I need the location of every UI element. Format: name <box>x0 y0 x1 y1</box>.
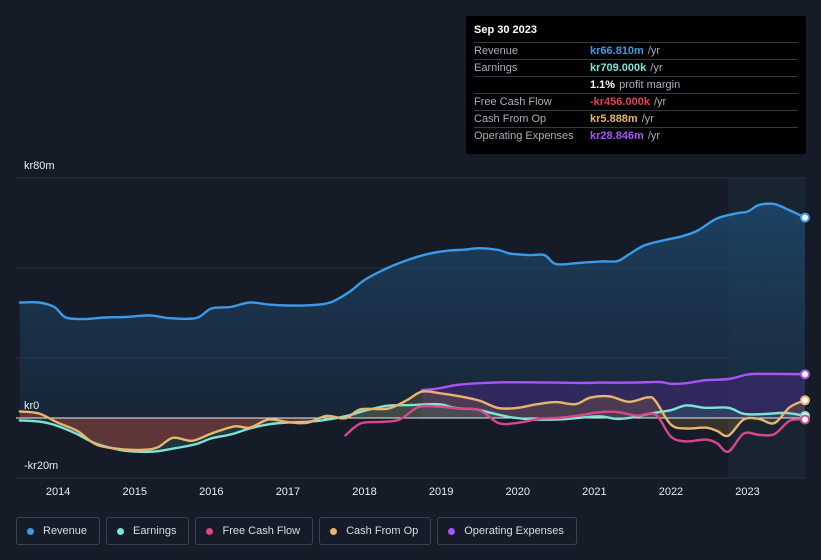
tooltip-row: Earnings kr709.000k/yr <box>474 59 798 76</box>
tooltip-date: Sep 30 2023 <box>474 24 537 36</box>
tooltip-row: Free Cash Flow -kr456.000k/yr <box>474 93 798 110</box>
legend-dot-icon <box>206 527 214 535</box>
tooltip-row-value: -kr456.000k <box>590 96 650 108</box>
series-end-markers <box>800 212 810 425</box>
tooltip-row-unit: /yr <box>647 45 661 57</box>
x-tick-label: 2019 <box>429 486 453 498</box>
end-marker-free-cash-flow <box>800 414 810 425</box>
end-marker-revenue <box>800 212 810 223</box>
tooltip-row-unit: /yr <box>653 96 667 108</box>
legend-label: Free Cash Flow <box>222 525 301 537</box>
legend-dot-icon <box>117 527 125 535</box>
tooltip-row-value: 1.1% <box>590 79 616 91</box>
x-tick-label: 2023 <box>735 486 759 498</box>
legend-dot-icon <box>330 527 338 535</box>
legend-dot-icon <box>448 527 456 535</box>
tooltip-row-label: Earnings <box>474 62 518 74</box>
tooltip-row-unit: /yr <box>641 113 654 125</box>
legend-item-operating-expenses[interactable]: Operating Expenses <box>437 517 577 545</box>
legend-label: Operating Expenses <box>464 525 564 537</box>
legend: Revenue Earnings Free Cash Flow Cash From O… <box>16 517 577 545</box>
data-tooltip: Sep 30 2023 Revenue kr66.810m/yr Earnings k… <box>466 16 806 154</box>
legend-item-earnings[interactable]: Earnings <box>106 517 190 545</box>
line-revenue <box>18 202 807 321</box>
x-tick-label: 2016 <box>199 486 223 498</box>
tooltip-row: Operating Expenses kr28.846m/yr <box>474 127 798 144</box>
x-tick-label: 2022 <box>659 486 683 498</box>
legend-item-cash-from-op[interactable]: Cash From Op <box>319 517 432 545</box>
y-axis-zero-label: kr0 <box>24 400 40 412</box>
legend-label: Earnings <box>133 525 177 537</box>
end-marker-operating-expenses <box>800 369 810 380</box>
tooltip-row-label <box>474 77 590 93</box>
legend-dot-icon <box>27 527 34 535</box>
area-cash-from-op <box>19 391 806 450</box>
tooltip-row-label: Cash From Op <box>474 113 547 125</box>
tooltip-row-label: Revenue <box>474 45 519 57</box>
line-operating-expenses <box>420 372 807 392</box>
y-axis-top-label: kr80m <box>24 160 55 172</box>
tooltip-row-label: Operating Expenses <box>474 130 574 142</box>
line-free-cash-flow <box>344 404 807 453</box>
series-lines <box>18 202 807 454</box>
tooltip-row-value: kr709.000k <box>590 62 647 74</box>
tooltip-row-unit: /yr <box>650 62 663 74</box>
series-areas <box>19 203 806 452</box>
tooltip-row-unit: /yr <box>647 130 661 142</box>
x-tick-label: 2015 <box>122 486 146 498</box>
negative-area <box>19 411 346 450</box>
end-marker-cash-from-op <box>800 395 810 406</box>
tooltip-row-label: Free Cash Flow <box>474 96 552 108</box>
legend-label: Revenue <box>43 525 88 537</box>
y-axis-bottom-label: -kr20m <box>24 460 59 472</box>
x-tick-label: 2020 <box>506 486 530 498</box>
area-revenue <box>19 203 806 418</box>
legend-item-free-cash-flow[interactable]: Free Cash Flow <box>195 517 314 545</box>
legend-label: Cash From Op <box>346 525 419 537</box>
legend-item-revenue[interactable]: Revenue <box>16 517 101 545</box>
tooltip-row-value: kr5.888m <box>590 113 638 125</box>
tooltip-row-value: kr66.810m <box>590 45 644 57</box>
line-cash-from-op <box>18 390 807 452</box>
tooltip-row: 1.1% profit margin <box>474 76 798 93</box>
x-axis-ticks: 2014 2015 2016 2017 2018 2019 2020 2021 2022 2023 <box>46 486 760 498</box>
x-tick-label: 2014 <box>46 486 70 498</box>
x-tick-label: 2017 <box>276 486 300 498</box>
tooltip-row: Revenue kr66.810m/yr <box>474 42 798 59</box>
tooltip-row-unit: profit margin <box>619 79 681 91</box>
x-tick-label: 2021 <box>582 486 606 498</box>
tooltip-row-value: kr28.846m <box>590 130 644 142</box>
x-tick-label: 2018 <box>352 486 376 498</box>
line-earnings <box>18 402 807 454</box>
tooltip-row: Cash From Op kr5.888m/yr <box>474 110 798 127</box>
